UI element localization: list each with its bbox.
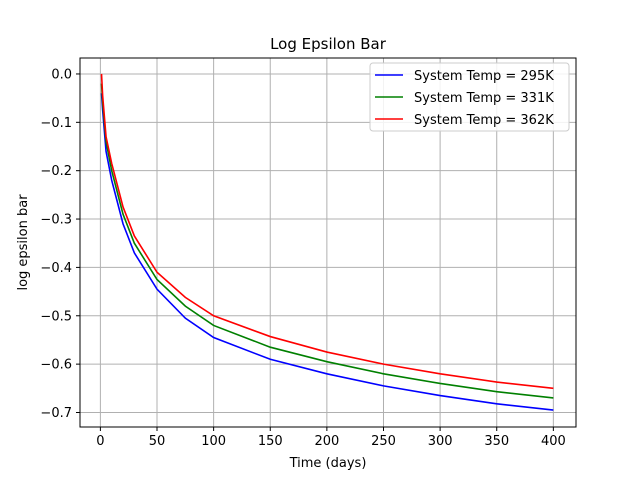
x-tick-label: 250	[371, 434, 396, 449]
y-axis-label: log epsilon bar	[16, 194, 31, 291]
x-tick-label: 300	[428, 434, 453, 449]
y-tick-label: −0.1	[40, 116, 72, 131]
plot-frame	[79, 57, 577, 428]
y-tick-label: 0.0	[51, 67, 72, 82]
legend-label: System Temp = 362K	[414, 113, 554, 128]
y-tick-label: −0.4	[40, 261, 72, 276]
x-tick-label: 50	[149, 434, 166, 449]
series-layer	[100, 73, 554, 411]
series-line-3	[100, 73, 554, 390]
x-tick-label: 0	[96, 434, 104, 449]
x-tick-label: 400	[541, 434, 566, 449]
tick-layer: 0 50 100 150 200 250 300 350 400 0.0 −0.1 −0.2 −0.3 −…	[40, 67, 565, 449]
y-tick-label: −0.6	[40, 358, 72, 373]
series-line-1	[100, 93, 554, 411]
legend-box	[369, 62, 570, 132]
legend-label: System Temp = 295K	[414, 69, 554, 84]
y-tick-label: −0.2	[40, 164, 72, 179]
x-tick-label: 350	[484, 434, 509, 449]
y-tick-label: −0.3	[40, 213, 72, 228]
legend-label: System Temp = 331K	[414, 91, 554, 106]
x-tick-label: 100	[201, 434, 226, 449]
series-line-2	[100, 83, 554, 399]
chart-title: Log Epsilon Bar	[270, 35, 387, 53]
x-tick-label: 200	[314, 434, 339, 449]
y-tick-label: −0.7	[40, 406, 72, 421]
x-axis-label: Time (days)	[289, 456, 367, 471]
y-tick-label: −0.5	[40, 309, 72, 324]
legend: System Temp = 295K System Temp = 331K Syst…	[369, 62, 570, 132]
x-tick-label: 150	[258, 434, 283, 449]
